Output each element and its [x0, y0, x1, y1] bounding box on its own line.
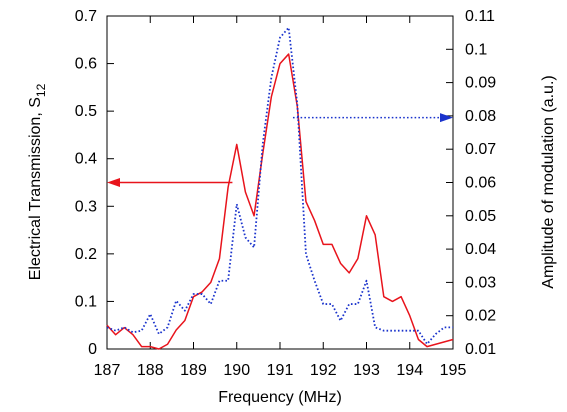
series-line-solid-left-axis	[106, 53, 454, 350]
y-right-tick-label: 0.07	[465, 141, 496, 158]
y-right-tick-label: 0.05	[465, 208, 496, 225]
y-right-tick-label: 0.1	[465, 41, 487, 58]
arrow-left-head	[107, 178, 120, 187]
y-left-tick-label: 0.2	[75, 246, 97, 263]
x-tick-label: 190	[223, 362, 250, 379]
x-tick-label: 194	[396, 362, 423, 379]
y-right-tick-label: 0.06	[465, 175, 496, 192]
y-right-tick-label: 0.01	[465, 341, 496, 358]
y-left-tick-label: 0.6	[75, 56, 97, 73]
x-tick-label: 189	[180, 362, 207, 379]
y-right-axis-title: Amplitude of modulation (a.u.)	[540, 75, 557, 288]
y-left-tick-label: 0.7	[75, 8, 97, 25]
y-left-axis-title-subscript: 12	[34, 83, 48, 97]
y-right-tick-label: 0.11	[465, 8, 495, 25]
y-right-tick-label: 0.03	[465, 274, 496, 291]
y-right-tick-label: 0.09	[465, 75, 496, 92]
y-left-tick-label: 0.3	[75, 198, 97, 215]
x-tick-label: 192	[310, 362, 337, 379]
x-tick-label: 187	[94, 362, 121, 379]
arrow-right-head	[440, 113, 453, 123]
y-left-tick-label: 0.4	[75, 151, 97, 168]
x-axis-title: Frequency (MHz)	[218, 389, 342, 406]
annotation-layer	[107, 113, 453, 187]
y-left-axis-title-main: Electrical Transmission, S	[27, 97, 44, 280]
y-left-axis-title: Electrical Transmission, S12	[27, 83, 48, 280]
y-left-tick-label: 0.1	[75, 293, 97, 310]
y-right-tick-label: 0.08	[465, 108, 496, 125]
x-tick-label: 188	[137, 362, 164, 379]
x-tick-label: 191	[267, 362, 294, 379]
y-left-tick-label: 0.5	[75, 103, 97, 120]
x-tick-label: 195	[440, 362, 467, 379]
y-right-tick-label: 0.04	[465, 241, 496, 258]
series-line-dotted-right-axis	[106, 26, 453, 345]
y-left-tick-label: 0	[88, 341, 97, 358]
x-tick-label: 193	[353, 362, 380, 379]
ticks-layer: 187 188 189 190 191 192 193 194 195 0 0.1 0.2 0.3 0.4…	[75, 8, 496, 379]
y-right-tick-label: 0.02	[465, 308, 496, 325]
series-layer	[106, 26, 454, 350]
